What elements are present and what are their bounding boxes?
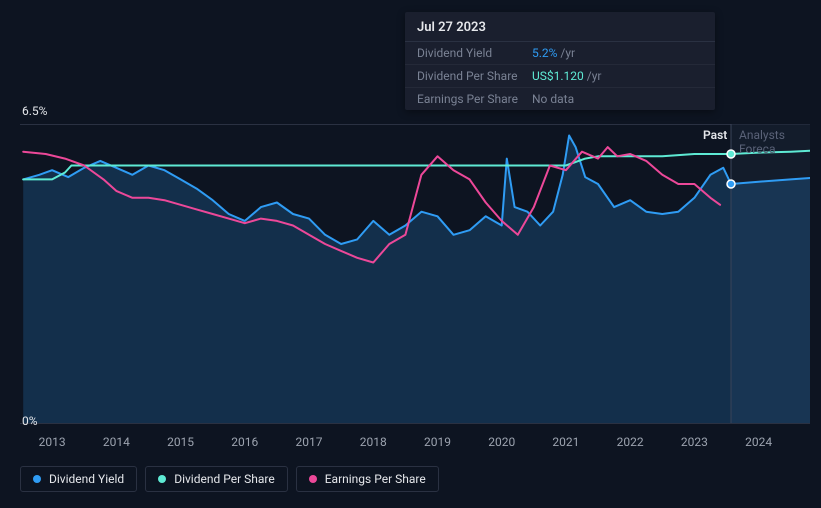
tooltip-row-eps: Earnings Per Share No data (405, 88, 715, 110)
tooltip-label: Dividend Yield (417, 46, 532, 60)
chart-tooltip: Jul 27 2023 Dividend Yield 5.2% /yr Divi… (405, 12, 715, 110)
tooltip-label: Dividend Per Share (417, 69, 532, 83)
tooltip-value-unit: /yr (557, 46, 575, 60)
y-axis-min: 0% (22, 414, 38, 428)
legend-dot (158, 475, 166, 483)
y-axis-max: 6.5% (22, 104, 47, 118)
legend-item-eps[interactable]: Earnings Per Share (296, 466, 439, 492)
x-tick: 2024 (745, 435, 772, 449)
x-tick: 2015 (167, 435, 194, 449)
legend-dot (309, 475, 317, 483)
x-tick: 2013 (39, 435, 66, 449)
legend-label: Dividend Yield (49, 472, 124, 486)
tooltip-value-unit: /yr (584, 69, 602, 83)
x-tick: 2019 (424, 435, 451, 449)
tooltip-date: Jul 27 2023 (405, 12, 715, 42)
legend-item-yield[interactable]: Dividend Yield (20, 466, 137, 492)
legend: Dividend Yield Dividend Per Share Earnin… (20, 466, 439, 492)
x-tick: 2018 (360, 435, 387, 449)
tooltip-value: 5.2% /yr (532, 46, 575, 60)
past-label: Past (703, 128, 727, 142)
x-axis: 2013 2014 2015 2016 2017 2018 2019 2020 2021 2022… (20, 435, 810, 455)
tooltip-value-number: US$1.120 (532, 69, 584, 83)
legend-label: Earnings Per Share (325, 472, 426, 486)
legend-dot (33, 475, 41, 483)
chart-area[interactable]: 6.5% Past Analysts Foreca 0% (20, 106, 810, 426)
chart-svg (20, 124, 810, 424)
x-tick: 2016 (231, 435, 258, 449)
tooltip-value: US$1.120 /yr (532, 69, 601, 83)
legend-label: Dividend Per Share (174, 472, 275, 486)
tooltip-row-yield: Dividend Yield 5.2% /yr (405, 42, 715, 65)
x-tick: 2014 (103, 435, 130, 449)
x-tick: 2022 (617, 435, 644, 449)
x-tick: 2020 (488, 435, 515, 449)
tooltip-value-number: 5.2% (532, 46, 557, 60)
x-tick: 2023 (681, 435, 708, 449)
tooltip-value-number: No data (532, 92, 574, 106)
legend-item-dps[interactable]: Dividend Per Share (145, 466, 288, 492)
x-tick: 2017 (296, 435, 323, 449)
tooltip-row-dps: Dividend Per Share US$1.120 /yr (405, 65, 715, 88)
x-tick: 2021 (552, 435, 579, 449)
tooltip-value: No data (532, 92, 574, 106)
forecast-label: Analysts Foreca (739, 128, 810, 156)
tooltip-label: Earnings Per Share (417, 92, 532, 106)
